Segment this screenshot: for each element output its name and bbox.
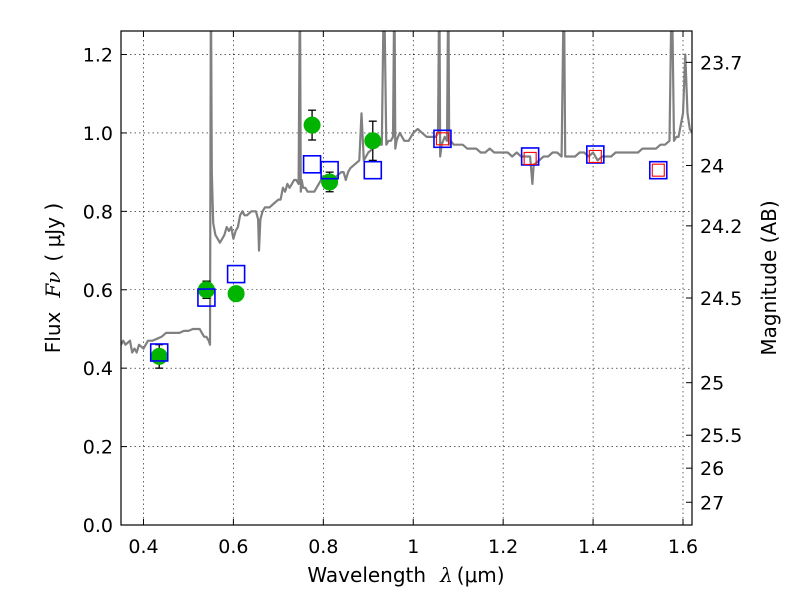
model-square: [149, 343, 169, 362]
y2-axis-title: Magnitude (AB): [757, 200, 781, 355]
observed-point: [364, 132, 382, 150]
x-tick-label: 1.6: [668, 536, 698, 558]
observed-point: [227, 285, 245, 303]
y-tick-label: 1.0: [83, 123, 113, 145]
observed-point: [321, 173, 339, 191]
red-square: [435, 132, 450, 146]
y2-tick-label: 27: [700, 492, 724, 514]
x-axis-title: Wavelength λ (μm): [307, 563, 504, 587]
y2-tick-label: 24: [700, 155, 724, 177]
model-square: [648, 160, 668, 180]
model-square: [433, 129, 452, 149]
y-tick-label: 0.4: [83, 358, 113, 380]
y2-tick-label: 25: [700, 373, 724, 395]
y-tick-label: 1.2: [83, 45, 113, 67]
y2-tick-label: 24.2: [700, 216, 742, 238]
x-tick-label: 1.2: [488, 536, 518, 558]
y-tick-label: 0.0: [83, 515, 113, 537]
y2-tick-label: 24.5: [700, 288, 742, 310]
y-tick-label: 0.8: [83, 201, 113, 223]
model-square: [197, 288, 216, 307]
x-tick-label: 0.8: [308, 536, 338, 558]
plot-frame: [120, 30, 693, 526]
x-tick-label: 1: [407, 536, 419, 558]
model-square: [226, 264, 246, 284]
x-tick-label: 1.4: [578, 536, 608, 558]
model-square: [320, 160, 339, 180]
model-square: [363, 160, 383, 180]
y2-tick-label: 23.7: [700, 52, 742, 74]
red-square: [651, 163, 665, 177]
y-tick-label: 0.2: [83, 437, 113, 459]
y2-tick-label: 26: [700, 458, 724, 480]
observed-point: [150, 347, 168, 365]
observed-point: [303, 116, 321, 134]
y-axis-title: FluxFν( μJy ): [41, 203, 65, 353]
y-tick-label: 0.6: [83, 280, 113, 302]
x-tick-label: 0.4: [128, 536, 158, 558]
y2-tick-label: 25.5: [700, 425, 742, 447]
red-square: [588, 149, 602, 164]
plot-data: [121, 31, 692, 369]
axis-ticks: 0.4 0.6 0.8 1 1.2 1.4 1.6 0.0 0.2 0.4 0.6 0.8 1.0 1.2…: [83, 31, 742, 558]
x-tick-label: 0.6: [218, 536, 248, 558]
red-square: [523, 151, 537, 165]
